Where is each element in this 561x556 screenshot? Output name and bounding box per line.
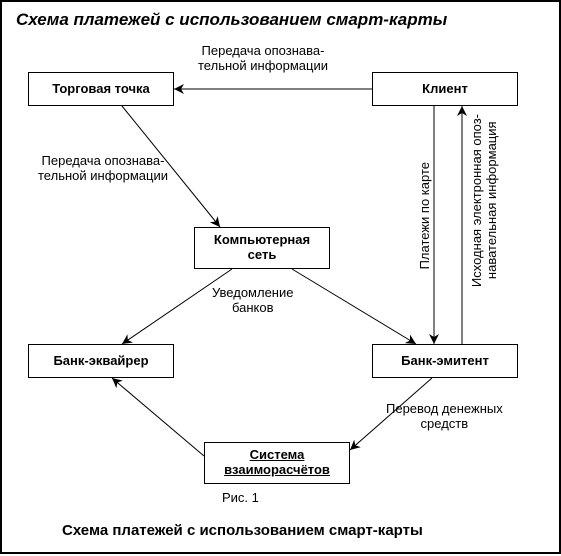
label-transfer: Перевод денежныхсредств	[386, 402, 503, 432]
diagram-frame: Схема платежей с использованием смарт-ка…	[0, 0, 561, 554]
node-acquirer: Банк-эквайрер	[28, 344, 174, 378]
figure-number: Рис. 1	[222, 490, 259, 505]
node-merchant: Торговая точка	[28, 72, 174, 106]
node-client: Клиент	[372, 72, 518, 106]
label-merchant-network: Передача опознава-тельной информации	[38, 154, 168, 184]
node-settlement: Системавзаиморасчётов	[204, 442, 350, 484]
node-issuer: Банк-эмитент	[372, 344, 518, 378]
diagram-caption: Схема платежей с использованием смарт-ка…	[62, 522, 423, 539]
label-client-merchant: Передача опознава-тельной информации	[198, 44, 328, 74]
label-network-banks: Уведомлениебанков	[212, 286, 293, 316]
edge-settlement-to-acquirer	[112, 378, 204, 456]
label-outgoing-info: Исходная электронная опоз-навательная ин…	[470, 114, 500, 287]
edge-network-to-issuer	[292, 269, 416, 344]
node-network: Компьютернаясеть	[194, 227, 330, 269]
label-card-payments: Платежи по карте	[418, 162, 433, 269]
